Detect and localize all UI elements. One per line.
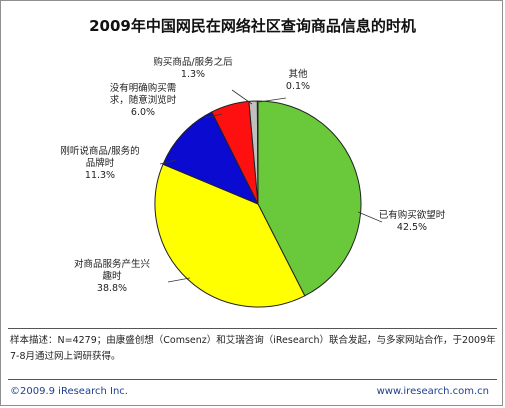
chart-title: 2009年中国网民在网络社区查询商品信息的时机 xyxy=(89,17,416,35)
pie-slice xyxy=(256,100,259,205)
slice-value: 1.3% xyxy=(181,69,205,80)
copyright-text: ©2009.9 iResearch Inc. xyxy=(10,386,128,397)
leader-line xyxy=(167,277,191,283)
website-url: www.iresearch.com.cn xyxy=(376,386,489,397)
pie-chart: 已有购买欲望时 42.5%对商品服务产生兴趣时 38.8%刚听说商品/服务的品牌时 1… xyxy=(60,56,446,308)
slice-name: 其他 xyxy=(288,68,308,80)
slice-name: 求，随意浏览时 xyxy=(110,94,177,106)
sample-note: 样本描述：N=4279；由康盛创想（Comsenz）和艾瑞咨询（iResearc… xyxy=(10,335,496,362)
slice-name: 购买商品/服务之后 xyxy=(153,56,233,68)
slice-label: 刚听说商品/服务的品牌时 11.3% xyxy=(60,145,139,181)
slice-label: 购买商品/服务之后 1.3% xyxy=(153,56,233,80)
slice-value: 0.1% xyxy=(286,81,310,92)
slice-label: 已有购买欲望时 42.5% xyxy=(379,209,446,233)
leader-line xyxy=(159,159,177,165)
pie-slice xyxy=(257,100,362,297)
leader-line xyxy=(258,97,287,103)
leader-line xyxy=(231,89,253,105)
slice-name: 刚听说商品/服务的 xyxy=(60,145,139,157)
slice-value: 42.5% xyxy=(397,222,427,233)
divider xyxy=(8,379,497,380)
slice-name: 趣时 xyxy=(102,270,122,282)
divider xyxy=(8,328,497,329)
pie-slice xyxy=(154,163,306,308)
slice-name: 对商品服务产生兴 xyxy=(74,258,150,270)
leader-line xyxy=(357,211,383,223)
leader-line xyxy=(204,113,223,119)
slice-label: 其他 0.1% xyxy=(286,68,310,92)
slice-value: 11.3% xyxy=(85,170,115,181)
slice-value: 6.0% xyxy=(131,107,155,118)
slice-name: 品牌时 xyxy=(86,157,115,169)
slice-value: 38.8% xyxy=(97,283,127,294)
slice-label: 没有明确购买需求，随意浏览时 6.0% xyxy=(110,82,177,118)
slice-name: 已有购买欲望时 xyxy=(379,209,446,221)
slice-label: 对商品服务产生兴趣时 38.8% xyxy=(74,258,150,294)
slice-name: 没有明确购买需 xyxy=(110,82,177,94)
